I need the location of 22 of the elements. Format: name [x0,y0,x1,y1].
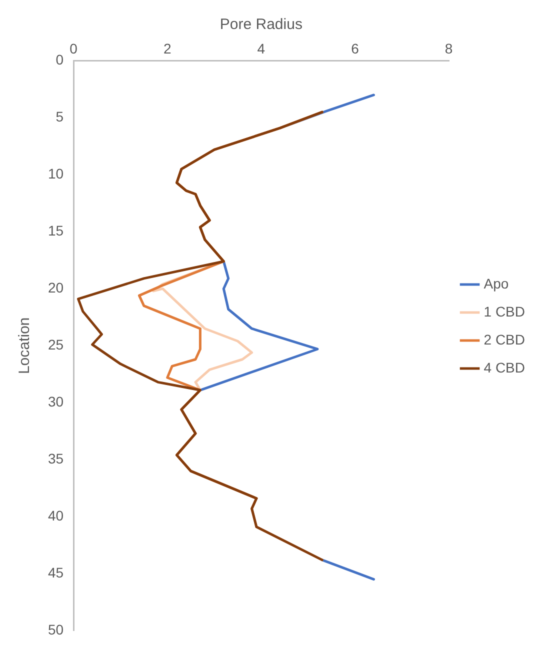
x-tick-label: 0 [70,40,78,56]
legend-label: 4 CBD [484,359,525,376]
y-axis-title: Location [16,317,34,374]
x-axis-title: Pore Radius [220,16,302,34]
x-tick-label: 4 [257,40,266,56]
y-tick-label: 0 [56,52,64,68]
x-tick-label: 6 [351,40,360,56]
y-tick-label: 10 [48,166,64,182]
y-tick-label: 20 [48,280,64,296]
legend-label: Apo [484,275,509,292]
y-tick-label: 40 [48,508,64,524]
legend-label: 1 CBD [484,303,525,320]
y-tick-label: 15 [48,222,64,239]
legend-label: 2 CBD [484,331,525,348]
x-tick-label: 8 [444,40,453,56]
y-tick-label: 25 [48,336,64,353]
y-tick-label: 50 [48,621,64,638]
x-tick-label: 2 [163,40,172,56]
y-tick-label: 30 [48,394,64,410]
y-tick-label: 45 [48,564,64,580]
y-tick-label: 5 [56,108,64,125]
y-tick-label: 35 [48,450,64,467]
